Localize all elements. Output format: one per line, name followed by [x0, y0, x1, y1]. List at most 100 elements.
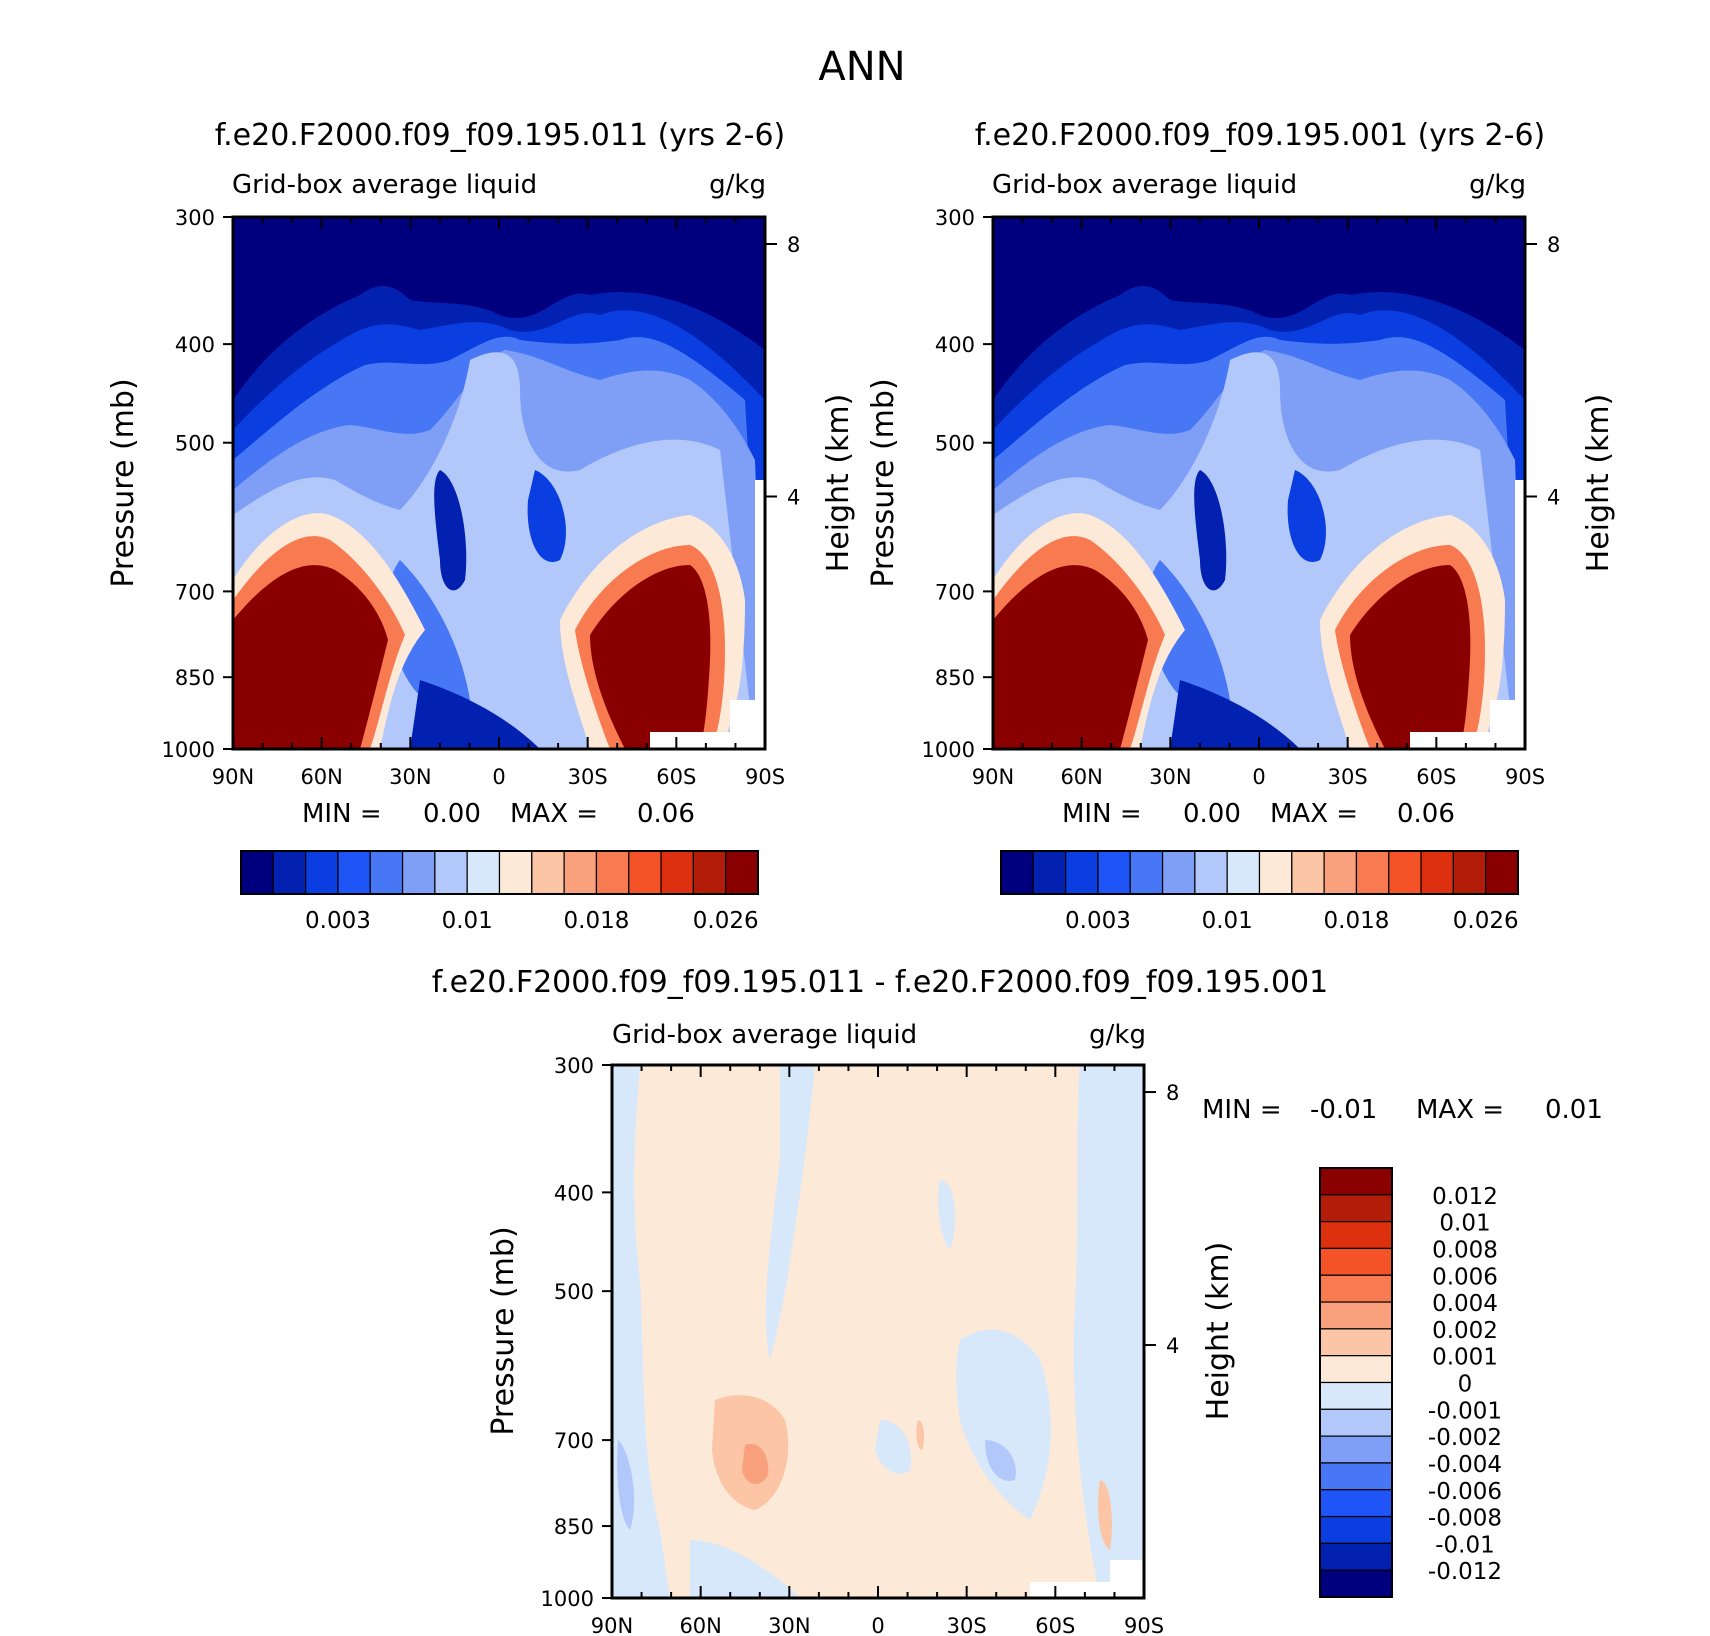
colorbar-swatch — [1129, 850, 1164, 895]
colorbar: 0.003 0.01 0.018 0.026 — [1000, 850, 1519, 934]
colorbar-label: 0.001 — [1432, 1345, 1498, 1371]
x-tick-label: 60S — [656, 765, 696, 789]
panel-subtitle-right: g/kg — [709, 170, 766, 200]
y-axis-label-right: Height (km) — [1581, 394, 1616, 573]
plot-axes: 300 400 500 700 850 1000 8 4 90N 60N 30N 0 30S 60S 90S — [162, 206, 801, 789]
colorbar: 0.0120.010.0080.0060.0040.0020.0010-0.00… — [1319, 1167, 1502, 1598]
x-tick-label: 60S — [1416, 765, 1456, 789]
x-tick-label: 30S — [568, 765, 608, 789]
colorbar-label: -0.001 — [1428, 1398, 1502, 1424]
x-tick-label: 30N — [389, 765, 431, 789]
colorbar-swatch — [1319, 1515, 1393, 1544]
colorbar-label: 0.026 — [693, 908, 759, 934]
panel-model-001: f.e20.F2000.f09_f09.195.001 (yrs 2-6) Gr… — [866, 118, 1616, 934]
colorbar-label: 0.012 — [1432, 1184, 1498, 1210]
min-value: 0.00 — [423, 799, 481, 829]
colorbar-swatch — [1319, 1328, 1393, 1357]
colorbar-swatch — [1319, 1489, 1393, 1518]
contour-field — [233, 217, 765, 749]
y-tick-label: 700 — [175, 580, 215, 604]
colorbar-swatch — [1319, 1301, 1393, 1330]
x-tick-label: 30S — [947, 1614, 987, 1636]
max-value: 0.06 — [1397, 799, 1455, 829]
panel-subtitle-right: g/kg — [1089, 1020, 1146, 1050]
plot-axes: 300 400 500 700 850 1000 8 4 90N 60N 30N 0 30S 60S 90S — [922, 206, 1561, 789]
x-tick-label: 90S — [1505, 765, 1545, 789]
colorbar-swatch — [369, 850, 404, 895]
colorbar-swatch — [1319, 1247, 1393, 1276]
colorbar-swatch — [305, 850, 339, 895]
y-right-tick-label: 8 — [1166, 1081, 1179, 1105]
x-tick-label: 60S — [1035, 1614, 1075, 1636]
colorbar-swatch — [563, 850, 598, 895]
colorbar-swatch — [1065, 850, 1099, 895]
colorbar-label: 0 — [1458, 1372, 1473, 1398]
colorbar-swatch — [1319, 1435, 1393, 1464]
x-tick-label: 0 — [492, 765, 505, 789]
colorbar-label: 0.006 — [1432, 1264, 1498, 1290]
colorbar-swatch — [1319, 1408, 1393, 1437]
y-axis-label-right: Height (km) — [821, 394, 856, 573]
x-tick-label: 30S — [1328, 765, 1368, 789]
colorbar-label: 0.008 — [1432, 1237, 1498, 1263]
y-tick-label: 700 — [554, 1429, 594, 1453]
colorbar-swatch — [725, 850, 759, 895]
colorbar-label: 0.003 — [1065, 908, 1131, 934]
y-tick-label: 500 — [935, 432, 975, 456]
colorbar-swatch — [1420, 850, 1454, 895]
colorbar-frame — [240, 850, 759, 895]
x-tick-label: 0 — [871, 1614, 884, 1636]
colorbar-swatch — [1097, 850, 1131, 895]
colorbar-swatch — [1319, 1381, 1393, 1410]
colorbar-swatch — [1194, 850, 1228, 895]
figure-title: ANN — [818, 44, 905, 90]
y-tick-label: 850 — [554, 1515, 594, 1539]
y-right-tick-label: 8 — [1547, 233, 1560, 257]
colorbar-swatch — [1388, 850, 1422, 895]
panel-title: f.e20.F2000.f09_f09.195.011 (yrs 2-6) — [215, 118, 785, 153]
max-value: 0.06 — [637, 799, 695, 829]
y-axis-label: Pressure (mb) — [486, 1226, 521, 1435]
colorbar-label: 0.01 — [442, 908, 493, 934]
colorbar-swatch — [434, 850, 468, 895]
colorbar-swatch — [628, 850, 662, 895]
x-tick-label: 30N — [1149, 765, 1191, 789]
y-axis-label: Pressure (mb) — [866, 378, 901, 587]
max-label: MAX = — [1270, 799, 1358, 829]
colorbar-swatch — [595, 850, 630, 895]
colorbar-label: 0.003 — [305, 908, 371, 934]
colorbar-swatch — [498, 850, 533, 895]
min-value: -0.01 — [1310, 1095, 1377, 1125]
y-tick-label: 850 — [175, 666, 215, 690]
min-value: 0.00 — [1183, 799, 1241, 829]
colorbar-swatch — [1319, 1167, 1393, 1196]
y-tick-label: 700 — [935, 580, 975, 604]
max-value: 0.01 — [1545, 1095, 1603, 1125]
y-right-tick-label: 8 — [787, 233, 800, 257]
y-tick-label: 500 — [554, 1280, 594, 1304]
colorbar-swatch — [1226, 850, 1261, 895]
colorbar-swatch — [272, 850, 307, 895]
colorbar-swatch — [531, 850, 565, 895]
panel-title: f.e20.F2000.f09_f09.195.011 - f.e20.F200… — [432, 965, 1328, 1000]
colorbar-swatch — [1319, 1462, 1393, 1491]
colorbar-label: 0.01 — [1439, 1211, 1490, 1237]
y-right-tick-label: 4 — [1547, 486, 1560, 510]
y-tick-label: 1000 — [162, 738, 215, 762]
x-tick-label: 60N — [679, 1614, 721, 1636]
colorbar-label: 0.026 — [1453, 908, 1519, 934]
x-tick-label: 90N — [212, 765, 254, 789]
colorbar-swatch — [337, 850, 371, 895]
max-label: MAX = — [1416, 1095, 1504, 1125]
colorbar-frame — [1000, 850, 1519, 895]
y-tick-label: 400 — [554, 1181, 594, 1205]
y-tick-label: 1000 — [922, 738, 975, 762]
colorbar-label: -0.012 — [1428, 1559, 1502, 1585]
colorbar-label: -0.01 — [1435, 1532, 1495, 1558]
contour-field — [993, 217, 1525, 749]
colorbar-label: -0.008 — [1428, 1506, 1502, 1532]
colorbar-swatch — [1355, 850, 1390, 895]
colorbar-swatch — [401, 850, 436, 895]
x-tick-label: 60N — [1060, 765, 1102, 789]
